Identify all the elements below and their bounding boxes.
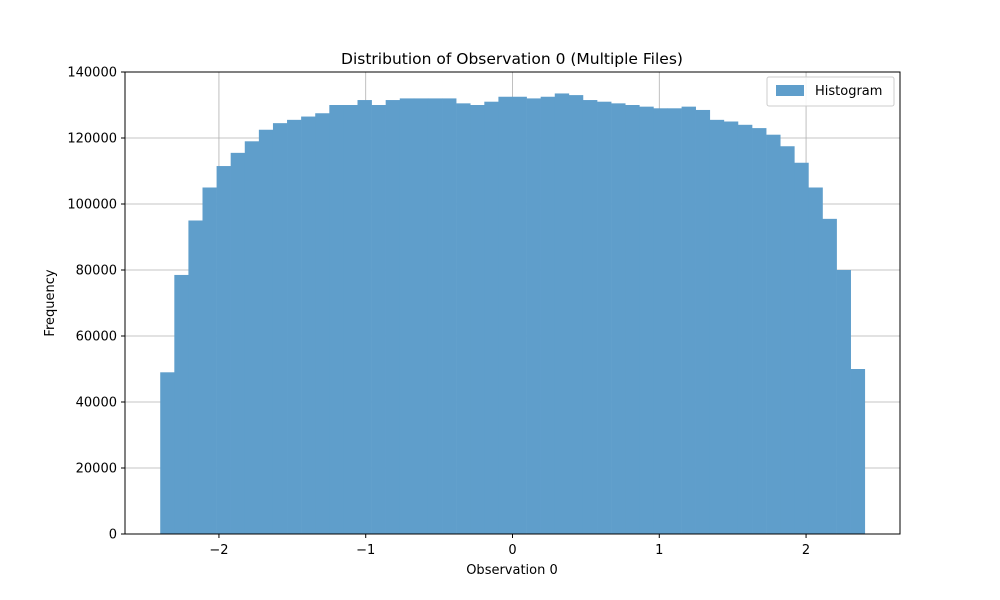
histogram-bar: [442, 98, 457, 535]
histogram-bar: [456, 103, 471, 534]
x-axis-title: Observation 0: [466, 563, 558, 578]
histogram-bar: [737, 124, 753, 535]
histogram-bar: [385, 100, 401, 535]
y-tick-label: 120000: [67, 132, 117, 147]
histogram-bar: [540, 96, 556, 534]
histogram-bar: [582, 100, 598, 535]
histogram-bar: [639, 106, 654, 535]
histogram-bar: [808, 187, 823, 534]
histogram-bar: [766, 134, 781, 534]
y-tick-label: 80000: [76, 264, 117, 279]
histogram-bar: [625, 105, 640, 534]
histogram-bar: [315, 113, 330, 534]
x-axis-ticks: −2 −1 0 1 2: [209, 534, 810, 558]
y-tick-label: 20000: [76, 462, 117, 477]
histogram-bar: [611, 103, 626, 534]
chart-title: Distribution of Observation 0 (Multiple …: [341, 50, 683, 68]
y-axis-ticks: 0 20000 40000 60000 80000 100000 120000 140000: [67, 66, 125, 543]
histogram-bar: [244, 141, 260, 535]
histogram-bar: [653, 108, 668, 535]
histogram-bar: [329, 105, 344, 534]
histogram-bar: [301, 116, 316, 535]
histogram-bar: [723, 121, 739, 534]
histogram-bar: [174, 274, 189, 534]
histogram-bar: [258, 129, 274, 534]
histogram-bar: [512, 96, 527, 534]
histogram-bar: [695, 109, 711, 534]
histogram-bar: [272, 123, 288, 535]
histogram-bar: [498, 96, 513, 534]
histogram-bar: [850, 369, 866, 534]
histogram-bar: [554, 93, 570, 534]
x-tick-label: −2: [209, 543, 228, 558]
histogram-bar: [202, 187, 217, 534]
histogram-bar: [526, 98, 541, 535]
histogram-bar: [752, 128, 767, 534]
y-tick-label: 0: [109, 528, 117, 543]
histogram-bar: [681, 106, 696, 535]
y-tick-label: 40000: [76, 396, 117, 411]
histogram-bar: [470, 105, 485, 534]
histogram-bar: [399, 98, 415, 535]
histogram-bar: [836, 270, 851, 534]
x-tick-label: 1: [655, 543, 663, 558]
histogram-bars: [160, 93, 866, 535]
histogram-bar: [794, 162, 809, 534]
histogram-bar: [568, 95, 584, 534]
histogram-bar: [343, 105, 358, 534]
histogram-bar: [230, 152, 246, 534]
histogram-bar: [709, 119, 725, 534]
histogram-bar: [188, 220, 203, 534]
legend: Histogram: [766, 76, 895, 107]
histogram-bar: [822, 218, 837, 534]
y-tick-label: 100000: [67, 198, 117, 213]
histogram-bar: [371, 105, 386, 534]
histogram-bar: [413, 98, 429, 535]
histogram-bar: [597, 101, 612, 534]
legend-box: [766, 76, 895, 107]
y-axis-title: Frequency: [43, 269, 58, 336]
histogram-bar: [667, 108, 682, 535]
histogram-bar: [160, 372, 175, 534]
histogram-bar: [484, 101, 499, 534]
histogram-bar: [427, 98, 443, 535]
x-tick-label: 2: [802, 543, 810, 558]
legend-label: Histogram: [815, 84, 882, 99]
y-tick-label: 140000: [67, 66, 117, 81]
legend-swatch: [776, 85, 804, 96]
histogram-bar: [357, 100, 372, 535]
histogram-bar: [780, 146, 795, 534]
histogram-bar: [287, 119, 302, 534]
y-tick-label: 60000: [76, 330, 117, 345]
x-tick-label: −1: [356, 543, 375, 558]
x-tick-label: 0: [508, 543, 516, 558]
histogram-bar: [216, 166, 231, 535]
